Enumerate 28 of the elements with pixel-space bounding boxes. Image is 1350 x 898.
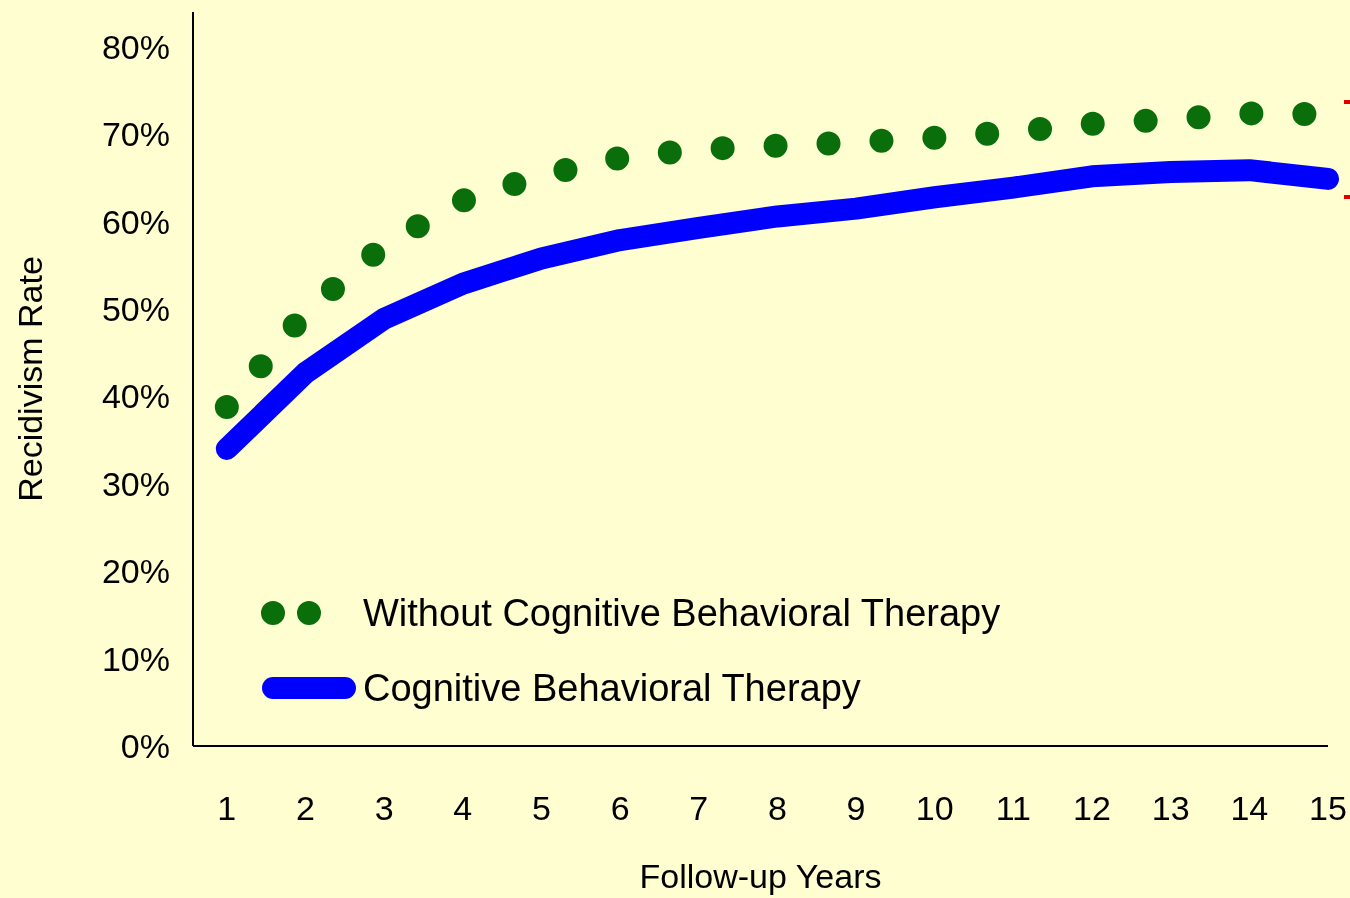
x-tick-label: 9 — [846, 788, 866, 827]
y-tick-label: 50% — [101, 290, 170, 328]
x-axis-title: Follow-up Years — [639, 857, 882, 895]
y-tick-label: 80% — [101, 27, 170, 66]
legend-label: Without Cognitive Behavioral Therapy — [363, 592, 1001, 635]
x-tick-label: 5 — [531, 788, 551, 827]
x-tick-label: 6 — [610, 788, 630, 827]
x-tick-label: 13 — [1151, 788, 1190, 827]
x-tick-label: 2 — [296, 788, 315, 827]
x-tick-label: 11 — [995, 788, 1032, 827]
x-tick-label: 3 — [374, 788, 394, 827]
y-tick-label: 40% — [101, 377, 170, 416]
y-tick-label: 70% — [101, 115, 170, 154]
x-tick-label: 7 — [689, 788, 709, 827]
legend-label: Cognitive Behavioral Therapy — [363, 667, 861, 710]
x-tick-label: 10 — [915, 788, 954, 827]
y-tick-label: 30% — [101, 464, 170, 503]
x-tick-label: 15 — [1309, 788, 1347, 827]
y-tick-label: 20% — [101, 552, 170, 591]
x-tick-label: 8 — [767, 788, 787, 827]
y-tick-label: 0% — [120, 726, 170, 765]
y-tick-label: 60% — [101, 202, 170, 241]
y-axis-title: Recidivism Rate — [11, 256, 49, 502]
x-tick-label: 4 — [453, 788, 473, 827]
x-tick-label: 1 — [217, 788, 237, 827]
y-tick-label: 10% — [101, 639, 170, 678]
x-tick-label: 12 — [1073, 788, 1111, 827]
x-tick-label: 14 — [1230, 788, 1269, 827]
